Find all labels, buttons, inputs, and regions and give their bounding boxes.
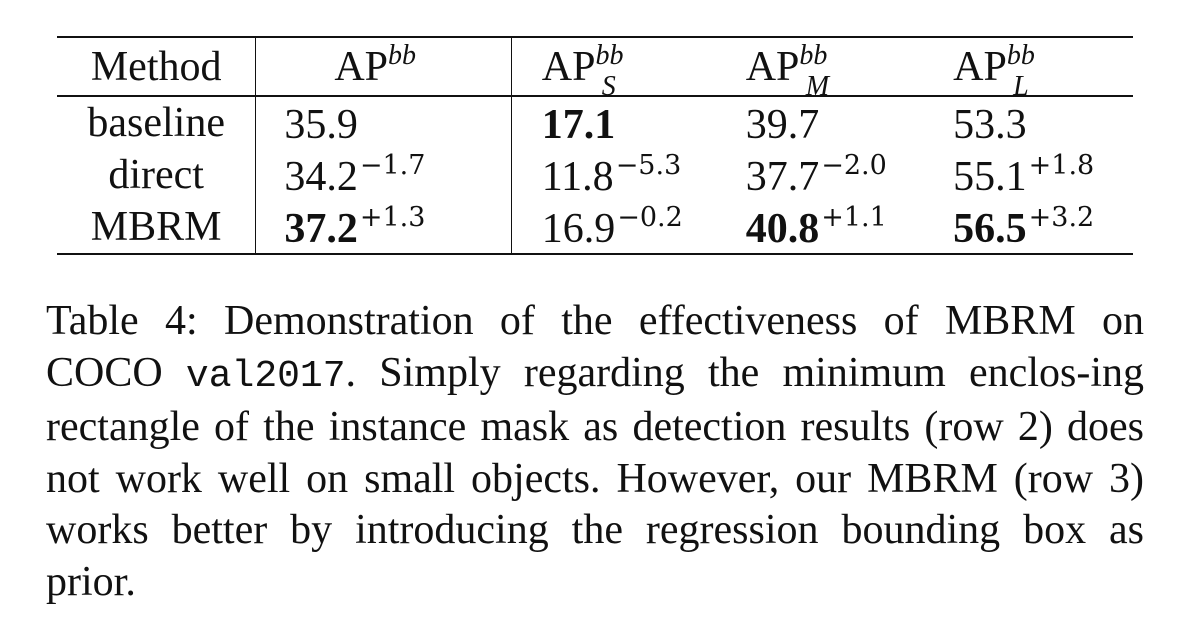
cell-ap-medium: 39.7 [745, 102, 820, 148]
cell-ap: 37.2+1.3 [255, 201, 512, 255]
table-row-baseline: baseline 35.9 17.1 39.7 53.3 [57, 96, 1133, 149]
cell-ap: 34.2−1.7 [255, 149, 512, 201]
table-row-mbrm: MBRM 37.2+1.3 16.9−0.2 40.8+1.1 56.5+3.2 [57, 201, 1133, 255]
header-ap-medium: APbb M [745, 36, 954, 100]
row-method: MBRM [57, 201, 257, 255]
table-row-direct: direct 34.2−1.7 11.8−5.3 37.7−2.0 55.1+1… [57, 149, 1133, 201]
header-row: Method APbb APbb S APbb M APbb L [57, 36, 1133, 100]
header-ap: APbb [255, 36, 512, 96]
results-table: Method APbb APbb S APbb M APbb L baseline 3… [57, 36, 1133, 255]
cell-ap-small: 16.9−0.2 [511, 201, 746, 255]
cell-ap: 35.9 [255, 96, 512, 149]
cell-ap-medium: 40.8+1.1 [745, 201, 954, 255]
cell-ap-large: 55.1+1.8 [953, 150, 1095, 200]
table-caption: Table 4: Demonstration of the effectiven… [46, 298, 1144, 605]
header-method: Method [57, 36, 257, 96]
header-ap-small: APbb S [511, 36, 746, 100]
caption-code: val2017 [185, 354, 346, 398]
cell-ap-large: 56.5+3.2 [953, 201, 1133, 255]
cell-ap-large: 53.3 [953, 102, 1027, 148]
cell-ap-small: 17.1 [541, 102, 616, 148]
cell-ap-small: 11.8−5.3 [541, 150, 682, 200]
row-method: direct [57, 149, 257, 201]
header-ap-large: APbb L [953, 36, 1133, 100]
cell-ap-medium: 37.7−2.0 [745, 150, 887, 200]
row-method: baseline [57, 96, 257, 149]
